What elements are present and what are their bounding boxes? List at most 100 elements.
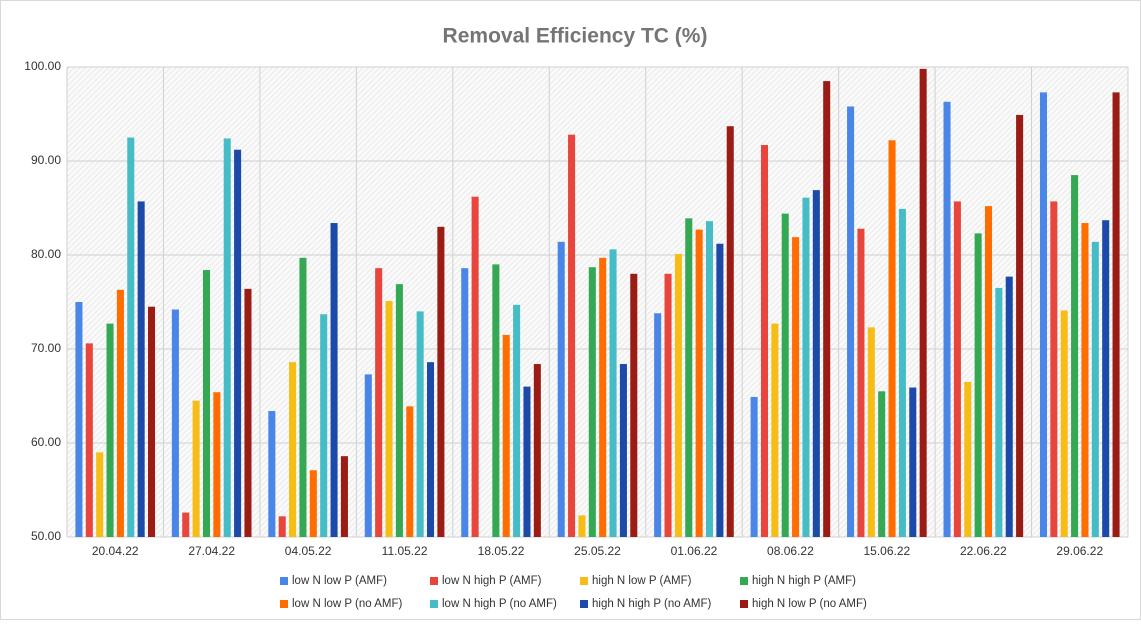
bar [943, 101, 951, 537]
bar [771, 323, 779, 537]
bar [137, 201, 145, 538]
bar [395, 284, 403, 537]
bar [953, 201, 961, 538]
bar [695, 229, 703, 537]
bar [802, 197, 810, 537]
bar [1091, 241, 1099, 537]
bar [847, 106, 855, 537]
bar [244, 288, 252, 537]
bar [685, 218, 693, 537]
bar [654, 313, 662, 537]
bar [578, 515, 586, 537]
x-tick-label: 27.04.22 [188, 544, 235, 558]
x-tick-label: 18.05.22 [478, 544, 525, 558]
bar [289, 362, 297, 537]
bar [471, 196, 479, 537]
bar [716, 243, 724, 537]
legend-swatch [580, 577, 588, 585]
bar [1016, 114, 1024, 537]
legend-swatch [280, 577, 288, 585]
bar [416, 311, 424, 537]
legend-swatch [740, 577, 748, 585]
x-tick-label: 22.06.22 [960, 544, 1007, 558]
legend-swatch [430, 600, 438, 608]
bar [760, 145, 769, 537]
bar [106, 323, 114, 537]
legend-swatch [430, 577, 438, 585]
bar [127, 137, 135, 537]
bar [492, 264, 500, 537]
bar [1102, 220, 1110, 537]
bar [309, 470, 317, 537]
x-tick-label: 15.06.22 [864, 544, 911, 558]
bar [116, 289, 124, 537]
legend-label: high N low P (AMF) [592, 575, 692, 587]
y-tick-label: 70.00 [31, 341, 61, 355]
bar [340, 456, 348, 537]
bar [568, 134, 576, 537]
x-tick-label: 25.05.22 [574, 544, 621, 558]
bar [406, 406, 414, 537]
legend-label: low N low P (AMF) [292, 575, 387, 587]
bar [523, 386, 531, 537]
legend-label: high N high P (no AMF) [592, 598, 711, 610]
bar [533, 364, 541, 537]
bar [726, 126, 734, 537]
bar [502, 334, 510, 537]
bar [919, 68, 927, 537]
bar [278, 516, 286, 537]
bar [426, 362, 435, 537]
bar [664, 273, 672, 537]
bar [320, 314, 328, 537]
x-tick-label: 08.06.22 [767, 544, 814, 558]
bar [857, 228, 865, 537]
bar [995, 287, 1003, 537]
x-tick-label: 11.05.22 [382, 544, 428, 558]
bar [1005, 276, 1013, 537]
legend-label: high N high P (AMF) [752, 575, 856, 587]
bar [898, 208, 906, 537]
y-tick-label: 100.00 [24, 59, 61, 73]
bar [909, 387, 917, 537]
bar [299, 257, 307, 537]
bar [812, 190, 820, 537]
x-tick-label: 29.06.22 [1056, 544, 1103, 558]
bar [599, 257, 607, 537]
bar [867, 327, 875, 537]
bar [1050, 201, 1058, 538]
bar [1112, 92, 1120, 537]
bar [202, 270, 211, 537]
bar [75, 302, 83, 537]
bar [330, 223, 338, 538]
legend-label: low N high P (AMF) [442, 575, 542, 587]
bar [1039, 92, 1048, 537]
bar [223, 138, 231, 537]
bar [1071, 175, 1079, 537]
bar [878, 391, 886, 537]
bar [234, 149, 242, 537]
plot-area [67, 67, 1128, 537]
bar [364, 374, 372, 537]
legend-swatch [280, 600, 288, 608]
chart-title: Removal Efficiency TC (%) [443, 25, 708, 48]
y-tick-label: 50.00 [31, 529, 61, 543]
bar [375, 268, 383, 537]
bar [984, 206, 993, 537]
legend-swatch [740, 600, 748, 608]
bar [171, 309, 179, 537]
bar [513, 304, 521, 537]
bar [630, 273, 638, 537]
y-tick-label: 90.00 [31, 153, 61, 167]
bar [588, 267, 596, 537]
bar [964, 381, 972, 537]
bar [213, 392, 221, 537]
bar [674, 254, 682, 537]
bar [609, 249, 617, 538]
x-tick-label: 01.06.22 [671, 544, 718, 558]
bar [461, 268, 469, 537]
bar [385, 301, 393, 537]
bar [888, 140, 896, 537]
bar [85, 343, 93, 537]
bar [705, 221, 714, 537]
